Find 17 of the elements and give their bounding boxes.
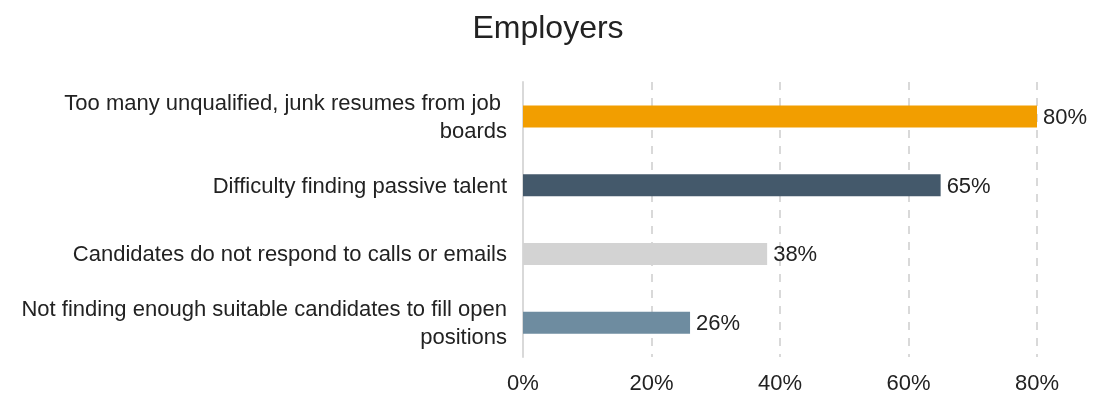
bar xyxy=(523,105,1037,128)
chart-title: Employers xyxy=(472,9,624,45)
y-tick-label: Candidates do not respond to calls or emails xyxy=(72,241,507,267)
y-tick-label: Not finding enough suitable candidates to fill open positions xyxy=(21,296,507,350)
x-tick-label: 0% xyxy=(507,369,539,395)
y-tick-label: Difficulty finding passive talent xyxy=(212,172,507,198)
y-tick-label: Too many unqualified, junk resumes from job boards xyxy=(64,89,507,143)
data-label: 26% xyxy=(696,310,741,336)
x-tick-label: 40% xyxy=(757,369,803,395)
bar xyxy=(523,174,941,197)
x-tick-label: 20% xyxy=(629,369,674,395)
data-label: 38% xyxy=(773,241,818,267)
data-label: 65% xyxy=(946,172,991,198)
bar xyxy=(523,311,691,334)
x-tick-label: 60% xyxy=(886,369,931,395)
data-label: 80% xyxy=(1043,103,1088,129)
x-tick-label: 80% xyxy=(1014,369,1060,395)
